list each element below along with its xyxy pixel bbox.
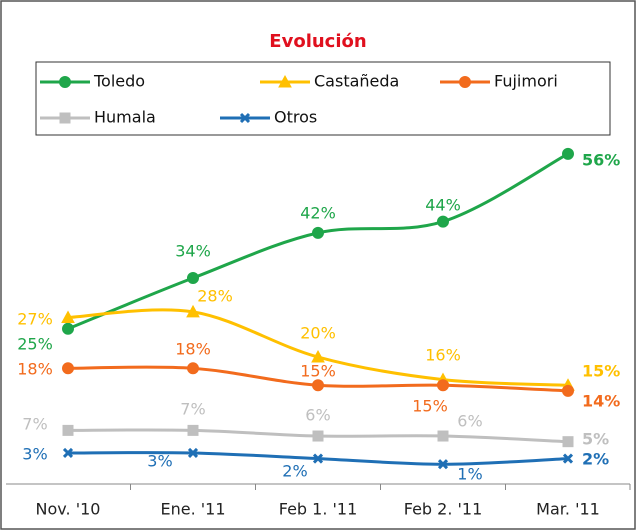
legend-label: Otros (274, 108, 317, 127)
data-point (437, 215, 449, 228)
data-label: 14% (582, 392, 620, 411)
data-label: 6% (457, 412, 482, 431)
data-point (187, 447, 199, 459)
data-label: 18% (17, 360, 53, 379)
data-point (437, 379, 449, 392)
data-point (187, 362, 199, 375)
x-tick-label: Nov. '10 (36, 500, 101, 519)
data-point (437, 459, 449, 470)
data-point (437, 430, 449, 442)
data-label: 34% (175, 242, 211, 261)
data-point (312, 453, 324, 464)
data-label: 7% (22, 415, 47, 434)
legend-box (35, 61, 611, 136)
data-label: 56% (582, 151, 620, 170)
data-point (562, 147, 574, 160)
legend-marker (239, 112, 251, 124)
data-label: 27% (17, 310, 53, 329)
data-label: 2% (582, 450, 609, 469)
data-label: 44% (425, 196, 461, 215)
legend-marker (59, 76, 71, 88)
data-label: 3% (147, 452, 172, 471)
data-label: 6% (305, 406, 330, 425)
x-tick-label: Ene. '11 (160, 500, 225, 519)
data-point (61, 310, 75, 324)
legend-label: Humala (94, 108, 156, 127)
data-label: 28% (197, 287, 233, 306)
data-label: 15% (582, 362, 620, 381)
data-label: 18% (175, 340, 211, 359)
x-tick-label: Feb 2. '11 (404, 500, 483, 519)
data-label: 15% (412, 397, 448, 416)
x-tick-label: Mar. '11 (536, 500, 600, 519)
legend-label: Fujimori (494, 72, 558, 91)
data-point (312, 226, 324, 239)
legend-label: Toledo (93, 72, 145, 91)
data-label: 7% (180, 400, 205, 419)
legend-marker (459, 76, 471, 88)
data-point (62, 424, 74, 436)
data-point (311, 349, 325, 363)
data-point (562, 436, 574, 448)
data-point (62, 447, 74, 459)
data-point (62, 362, 74, 375)
x-tick-label: Feb 1. '11 (279, 500, 358, 519)
data-point (562, 453, 574, 464)
data-label: 16% (425, 346, 461, 365)
data-label: 3% (22, 445, 47, 464)
data-label: 20% (300, 324, 336, 343)
data-point (562, 384, 574, 397)
data-label: 42% (300, 204, 336, 223)
chart-title: Evolución (269, 31, 366, 52)
legend-marker (59, 112, 71, 124)
data-label: 5% (582, 430, 609, 449)
data-label: 15% (300, 362, 336, 381)
legend-label: Castañeda (314, 72, 399, 91)
data-label: 1% (457, 465, 482, 484)
legend-marker (278, 74, 292, 88)
data-point (62, 322, 74, 335)
data-point (312, 379, 324, 392)
data-label: 2% (282, 462, 307, 481)
data-point (187, 424, 199, 436)
data-label: 25% (17, 335, 53, 354)
data-point (312, 430, 324, 442)
data-point (187, 272, 199, 285)
data-point (186, 304, 200, 318)
